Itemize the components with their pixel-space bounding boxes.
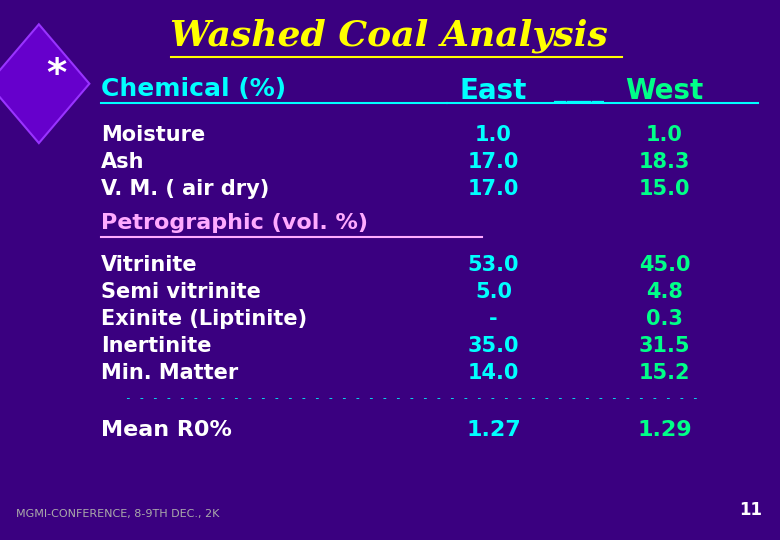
Text: 14.0: 14.0	[468, 363, 519, 383]
Text: 4.8: 4.8	[646, 282, 683, 302]
Text: 0.3: 0.3	[646, 309, 683, 329]
Text: Mean R0%: Mean R0%	[101, 420, 232, 440]
Text: V. M. ( air dry): V. M. ( air dry)	[101, 179, 269, 199]
Text: Chemical (%): Chemical (%)	[101, 77, 286, 100]
Text: 1.29: 1.29	[637, 420, 692, 440]
Text: Ash: Ash	[101, 152, 144, 172]
Text: Semi vitrinite: Semi vitrinite	[101, 282, 261, 302]
Text: 35.0: 35.0	[468, 336, 519, 356]
Text: Petrographic (vol. %): Petrographic (vol. %)	[101, 213, 368, 233]
Text: -: -	[489, 309, 498, 329]
Text: Inertinite: Inertinite	[101, 336, 211, 356]
Text: 1.27: 1.27	[466, 420, 521, 440]
Text: Washed Coal Analysis: Washed Coal Analysis	[170, 19, 608, 53]
Text: 17.0: 17.0	[468, 152, 519, 172]
Text: MGMI-CONFERENCE, 8-9TH DEC., 2K: MGMI-CONFERENCE, 8-9TH DEC., 2K	[16, 509, 219, 519]
Polygon shape	[0, 24, 90, 143]
Text: 1.0: 1.0	[646, 125, 683, 145]
Text: 45.0: 45.0	[639, 255, 690, 275]
Text: East: East	[460, 77, 527, 105]
Text: *: *	[46, 56, 66, 93]
Text: 5.0: 5.0	[475, 282, 512, 302]
Text: Moisture: Moisture	[101, 125, 205, 145]
Text: - - - - - - - - - - - - - - - - - - - - - - - - - - - - - - - - - - - - - - - - : - - - - - - - - - - - - - - - - - - - - …	[125, 393, 699, 403]
Text: 53.0: 53.0	[468, 255, 519, 275]
Text: 18.3: 18.3	[639, 152, 690, 172]
Text: 31.5: 31.5	[639, 336, 690, 356]
Text: 11: 11	[739, 502, 762, 519]
Text: Min. Matter: Min. Matter	[101, 363, 239, 383]
Text: 15.0: 15.0	[639, 179, 690, 199]
Text: 1.0: 1.0	[475, 125, 512, 145]
Text: 17.0: 17.0	[468, 179, 519, 199]
Text: ____: ____	[554, 79, 604, 103]
Text: 15.2: 15.2	[639, 363, 690, 383]
Text: Exinite (Liptinite): Exinite (Liptinite)	[101, 309, 307, 329]
Text: West: West	[626, 77, 704, 105]
Text: Vitrinite: Vitrinite	[101, 255, 197, 275]
